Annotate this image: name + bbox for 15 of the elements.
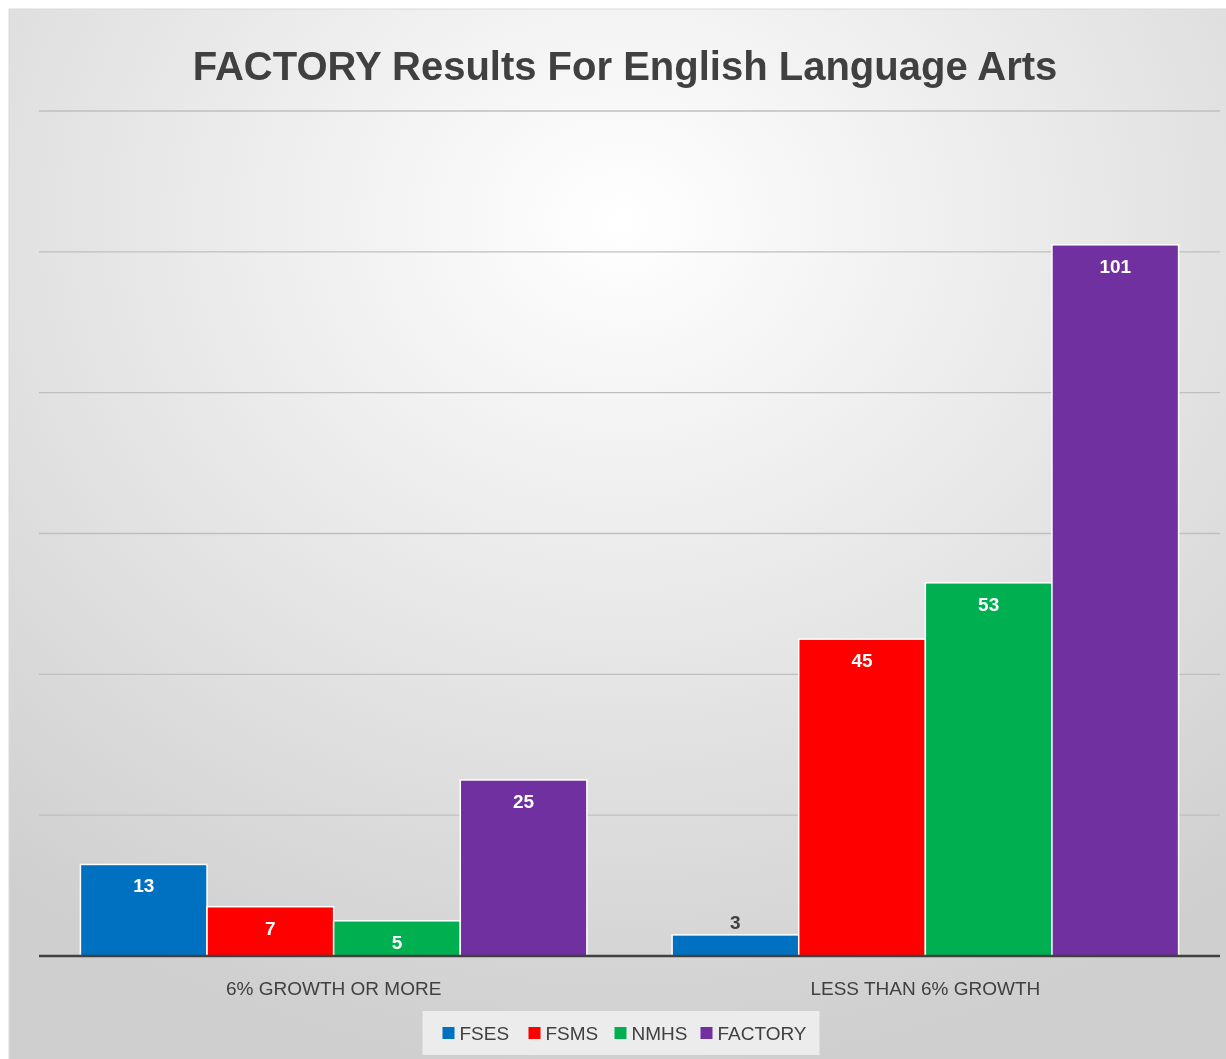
text: FACTORY <box>717 1023 807 1044</box>
data-label: 45 <box>851 650 874 672</box>
data-label: 3 <box>730 911 741 933</box>
data-label: 25 <box>513 790 535 812</box>
data-label: 101 <box>1099 255 1132 277</box>
legend-label: FSES <box>459 1023 510 1044</box>
legend-label: FSMS <box>545 1023 599 1044</box>
x-tick-label: 6% GROWTH OR MORE <box>225 978 442 999</box>
chart-title: FACTORY Results For English Language Arts <box>192 44 1058 88</box>
data-label: 7 <box>265 917 276 939</box>
data-label: 13 <box>133 875 155 897</box>
x-tick-label: LESS THAN 6% GROWTH <box>810 978 1041 999</box>
legend-label: NMHS <box>631 1023 688 1044</box>
data-label: 5 <box>391 931 403 953</box>
data-label: 53 <box>978 593 1000 615</box>
